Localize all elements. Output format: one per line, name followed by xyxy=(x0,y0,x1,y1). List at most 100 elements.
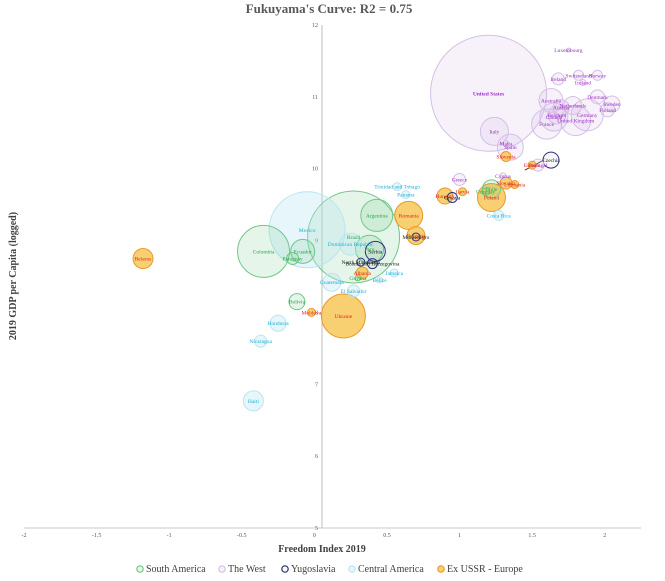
bubble-label: Haiti xyxy=(248,399,259,405)
x-tick-label: 0 xyxy=(313,533,316,539)
y-tick-label: 12 xyxy=(312,23,318,29)
bubble-label: Bulgaria xyxy=(406,234,425,240)
bubble xyxy=(339,232,363,256)
y-tick-label: 10 xyxy=(312,167,318,173)
bubble-label: Guatemala xyxy=(320,280,344,286)
legend-marker xyxy=(136,565,144,573)
bubble-label: Croatia xyxy=(444,195,461,201)
bubble-label: Belgium xyxy=(547,113,567,119)
y-tick-label: 7 xyxy=(315,382,318,388)
bubble xyxy=(589,89,605,105)
bubble-label: Bolivia xyxy=(289,300,306,306)
legend-marker xyxy=(218,565,226,573)
bubble xyxy=(446,191,458,203)
bubble-label: United States xyxy=(473,91,504,97)
bubble-label: Sweden xyxy=(603,102,621,108)
bubble xyxy=(453,172,467,186)
bubble xyxy=(392,182,402,192)
legend: South America The West Yugoslavia Central A… xyxy=(136,564,523,575)
bubble xyxy=(551,72,565,86)
bubble-label: Malta xyxy=(500,142,513,148)
bubble-label: Chile xyxy=(486,187,498,193)
legend-label: Central America xyxy=(358,564,424,575)
bubble-label: Ukraine xyxy=(335,314,353,320)
bubble xyxy=(411,232,421,242)
bubble-label: Uruguay xyxy=(476,190,495,196)
bubble-label: Ecuador xyxy=(294,249,312,255)
bubble-label: Austria xyxy=(553,106,570,112)
bubble xyxy=(406,226,426,246)
bubble xyxy=(457,187,467,197)
bubble-label: Romania xyxy=(399,213,419,219)
bubble xyxy=(268,191,346,269)
bubble xyxy=(237,224,291,278)
bubble-label: Brazil xyxy=(347,235,361,241)
bubble xyxy=(360,198,394,232)
x-tick-label: 1.5 xyxy=(528,533,536,539)
x-tick-labels: -2 -1.5 -1 -0.5 0 0.5 1 1.5 2 xyxy=(22,533,607,539)
bubble-label: Argentina xyxy=(366,213,388,219)
bubble-label: Moldova xyxy=(302,310,322,316)
bubble xyxy=(563,95,583,115)
bubble xyxy=(600,102,616,118)
bubble-label: Ireland xyxy=(550,77,566,83)
bubble-label: Colombia xyxy=(253,249,275,255)
x-tick-label: -2 xyxy=(22,533,27,539)
x-tick-label: -1.5 xyxy=(92,533,102,539)
bubble xyxy=(591,69,603,81)
bubble-label: Dominican Republic xyxy=(328,242,374,248)
bubble-label: Norway xyxy=(589,73,607,79)
bubble-label: Serbia xyxy=(368,249,383,255)
bubble xyxy=(542,151,560,169)
bubble-label: Costa Rica xyxy=(487,213,512,219)
bubble xyxy=(436,187,454,205)
bubble xyxy=(579,78,587,86)
bubble xyxy=(389,268,399,278)
bubble xyxy=(539,102,569,132)
bubble-label: Slovenia xyxy=(496,154,516,160)
x-tick-label: -0.5 xyxy=(237,533,247,539)
bubble xyxy=(355,266,369,280)
bubble-label: Denmark xyxy=(587,95,608,101)
chart-title: Fukuyama's Curve: R2 = 0.75 xyxy=(246,1,413,16)
bubble xyxy=(366,258,378,270)
bubble-label: Iceland xyxy=(575,80,591,86)
legend-marker xyxy=(281,565,289,573)
bubble xyxy=(376,276,384,284)
bubble xyxy=(527,160,537,170)
bubble-label: Lithuania xyxy=(504,183,526,189)
y-tick-label: 6 xyxy=(315,454,318,460)
bubble-label: Australia xyxy=(541,98,562,104)
bubble-label: Mexico xyxy=(299,228,316,234)
bubble-label: Bosnia and Herzegovina xyxy=(345,262,400,268)
bubble-label: Spain xyxy=(504,145,517,151)
y-tick-label: 8 xyxy=(315,310,318,316)
bubble xyxy=(481,187,491,197)
bubble-label: Albania xyxy=(354,271,372,277)
bubble xyxy=(573,69,585,81)
bubble-label: Latvia xyxy=(455,190,470,196)
bubble-label: Italy xyxy=(489,129,499,135)
legend-label: South America xyxy=(146,564,206,575)
bubble xyxy=(254,334,268,348)
bubble xyxy=(565,47,571,53)
bubble-label: North Macedonia xyxy=(341,260,380,266)
bubble-label: France xyxy=(539,122,555,128)
bubble-label: Panama xyxy=(397,193,415,199)
bubble-labels: United States Luxembourg SwitzerlandNorway… xyxy=(135,48,621,405)
legend-label: Ex USSR - Europe xyxy=(447,564,523,575)
bubble xyxy=(510,180,520,190)
bubble-label: Portugal xyxy=(529,163,548,169)
x-axis-title: Freedom Index 2019 xyxy=(278,544,366,555)
bubble-label: Belarus xyxy=(135,257,152,263)
y-tick-labels: 5 6 7 8 9 10 11 12 xyxy=(312,23,318,532)
bubble-label: Belize xyxy=(373,278,388,284)
y-tick-label: 11 xyxy=(312,95,318,101)
bubble-label: Netherlands xyxy=(559,103,586,109)
bubble xyxy=(322,272,342,292)
bubble-label: Honduras xyxy=(267,321,288,327)
bubble-label: Peru xyxy=(364,247,374,253)
bubble xyxy=(286,252,300,266)
bubble xyxy=(493,209,505,221)
bubble-label: Switzerland xyxy=(565,73,592,79)
